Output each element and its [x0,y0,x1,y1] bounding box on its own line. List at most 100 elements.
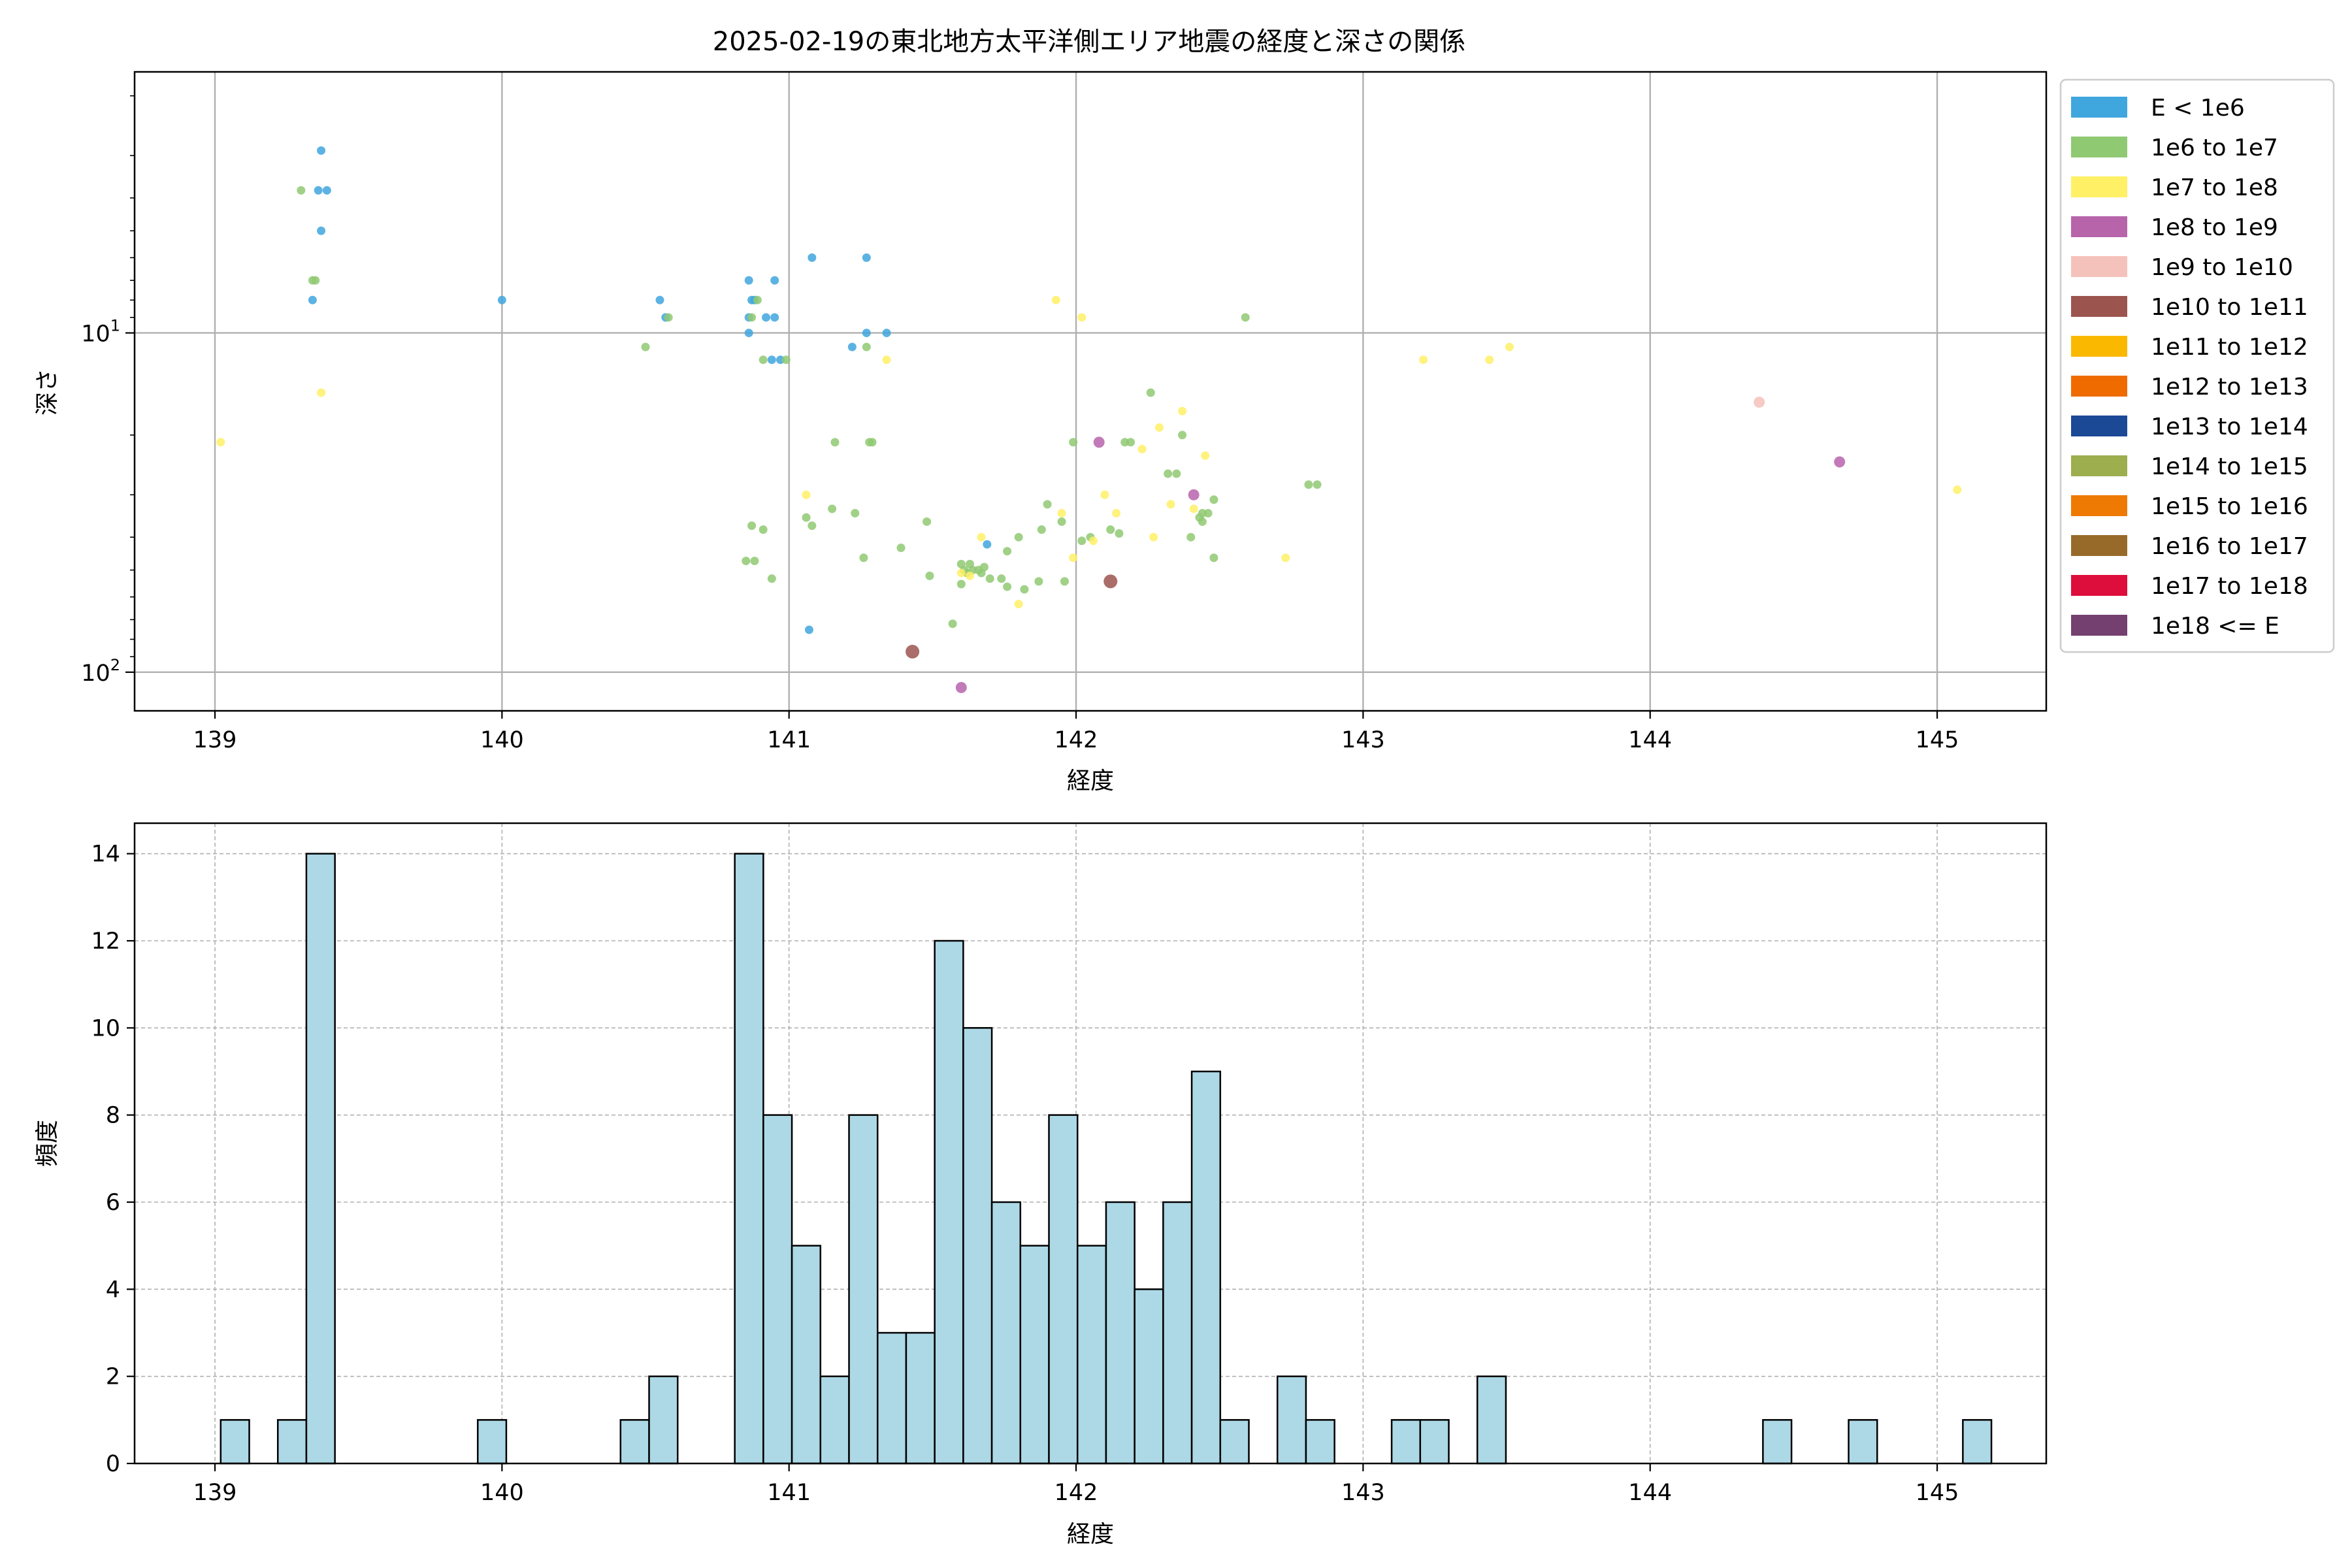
scatter-point [1198,517,1207,526]
legend-label: 1e17 to 1e18 [2151,573,2308,600]
scatter-point [862,329,871,338]
scatter-x-tick-label: 139 [193,727,237,753]
legend-label: 1e7 to 1e8 [2151,174,2278,201]
scatter-point [1209,495,1218,504]
scatter-point [1077,313,1086,322]
legend-swatch [2071,296,2127,317]
scatter-point [1313,480,1322,489]
histogram-bar [1476,1375,1507,1465]
histogram-x-tick-label: 139 [193,1480,237,1506]
scatter-point [1188,489,1200,500]
scatter-point [956,580,966,589]
legend-label: 1e16 to 1e17 [2151,533,2308,560]
scatter-point [1164,469,1173,478]
scatter-point [1203,509,1213,518]
histogram-bar [1219,1419,1250,1465]
scatter-point [216,438,225,447]
scatter-point [1014,532,1023,542]
scatter-point [828,504,837,514]
histogram-bar [819,1375,850,1465]
histogram-bar [1162,1201,1193,1465]
scatter-point [1186,532,1196,542]
scatter-point [983,540,992,549]
scatter-point [1178,431,1187,440]
legend-swatch [2071,256,2127,277]
scatter-point [1485,355,1494,365]
scatter-point [311,276,320,285]
histogram-y-axis-label: 頻度 [34,1120,61,1167]
scatter-points [216,146,1962,693]
scatter-point [1037,525,1046,534]
scatter-point [314,186,323,195]
legend-swatch [2071,535,2127,556]
scatter-point [1172,469,1181,478]
legend-swatch [2071,495,2127,516]
histogram-x-tick-label: 141 [767,1480,811,1506]
legend-label: 1e13 to 1e14 [2151,414,2308,440]
scatter-point [1281,553,1290,563]
histogram-bar [220,1419,250,1465]
histogram-panel: 139 140 141 142 143 144 145 0 2 4 6 8 10 12 14 経度 頻度 [34,822,2048,1548]
scatter-point [862,342,871,351]
scatter-point [770,313,779,322]
scatter-point [1137,444,1147,453]
scatter-point [1060,577,1069,586]
legend-swatch [2071,416,2127,436]
scatter-plot-frame [133,71,2048,712]
scatter-point [1154,423,1164,432]
legend-swatch [2071,336,2127,357]
scatter-point [979,563,988,572]
scatter-point [1953,485,1962,495]
scatter-point [851,509,860,518]
histogram-bar [990,1201,1022,1465]
histogram-bar [1190,1070,1222,1465]
scatter-point [759,355,768,365]
histogram-x-tick-label: 144 [1628,1480,1672,1506]
scatter-point [317,388,326,397]
histogram-y-tick-label: 0 [106,1451,120,1477]
scatter-point [1112,509,1121,518]
histogram-bar [905,1331,936,1465]
histogram-bar [1076,1245,1107,1465]
legend-label: 1e14 to 1e15 [2151,453,2308,480]
legend-label: 1e12 to 1e13 [2151,374,2308,400]
scatter-point [1100,490,1109,499]
histogram-bar [1762,1419,1793,1465]
scatter-point [1419,355,1428,365]
scatter-point [1034,577,1043,586]
legend-label: 1e15 to 1e16 [2151,493,2308,520]
scatter-point [664,313,673,322]
scatter-point [985,574,994,583]
scatter-y-tick-label: 101 [81,317,120,348]
scatter-x-tick-label: 145 [1916,727,1959,753]
legend-label: 1e6 to 1e7 [2151,135,2278,161]
histogram-bar [619,1419,650,1465]
scatter-point [1093,436,1105,448]
scatter-point [767,574,776,583]
scatter-grid [135,72,2046,711]
histogram-bar [762,1114,793,1465]
histogram-bar [848,1114,879,1465]
scatter-point [747,313,757,322]
scatter-point [1304,480,1313,489]
scatter-x-tick-label: 143 [1341,727,1385,753]
scatter-point [1014,600,1023,609]
histogram-y-tick-label: 6 [106,1190,120,1216]
scatter-point [762,313,771,322]
scatter-point [997,574,1006,583]
scatter-point [956,568,966,578]
legend-swatch [2071,376,2127,397]
scatter-point [317,146,326,155]
scatter-point [1505,342,1514,351]
histogram-x-tick-label: 140 [480,1480,524,1506]
scatter-point [297,186,306,195]
histogram-y-tick-label: 4 [106,1277,120,1303]
scatter-point [1106,525,1115,534]
histogram-ticks: 139 140 141 142 143 144 145 0 2 4 6 8 10 12 14 [91,841,1959,1506]
scatter-point [781,355,791,365]
scatter-ticks: 139 140 141 142 143 144 145 101 102 [81,95,1959,753]
scatter-point [977,532,986,542]
scatter-point [1166,500,1175,509]
scatter-point [802,513,811,522]
scatter-x-axis-label: 経度 [1067,768,1114,794]
